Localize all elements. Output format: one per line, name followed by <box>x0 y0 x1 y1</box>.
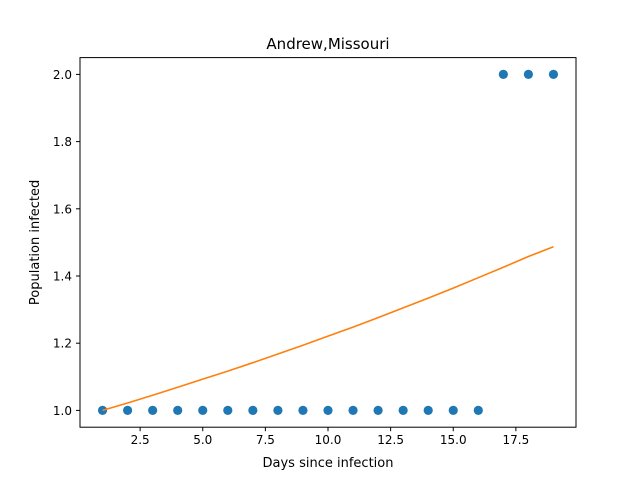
fit-line <box>102 246 554 412</box>
data-point <box>398 405 408 415</box>
data-point <box>298 405 308 415</box>
data-point <box>473 405 483 415</box>
y-tick-label: 1.6 <box>53 202 72 216</box>
x-tick-label: 17.5 <box>503 433 530 447</box>
x-tick-label: 10.0 <box>315 433 342 447</box>
x-axis-label: Days since infection <box>263 456 394 471</box>
y-tick-label: 1.4 <box>53 270 72 284</box>
x-axis: 2.5 5.0 7.5 10.0 12.5 15.0 17.5 <box>131 427 530 447</box>
data-point <box>122 405 133 415</box>
data-point <box>248 405 258 415</box>
plot-area <box>97 69 559 415</box>
data-point <box>423 405 433 415</box>
data-point <box>498 69 508 79</box>
chart-title: Andrew,Missouri <box>266 35 389 53</box>
x-tick-label: 15.0 <box>440 433 467 447</box>
y-tick-label: 2.0 <box>53 68 72 82</box>
x-tick-label: 5.0 <box>193 433 212 447</box>
x-tick-label: 12.5 <box>377 433 404 447</box>
data-point <box>373 405 383 415</box>
data-point <box>548 69 559 79</box>
data-point <box>148 405 158 415</box>
data-point <box>348 405 358 415</box>
y-axis-label: Population infected <box>28 180 43 305</box>
data-point <box>273 405 283 415</box>
data-point <box>323 405 333 415</box>
data-point <box>223 405 233 415</box>
data-point <box>198 405 208 415</box>
x-tick-label: 7.5 <box>256 433 275 447</box>
data-point <box>448 405 458 415</box>
data-point <box>173 405 183 415</box>
y-axis: 1.0 1.2 1.4 1.6 1.8 2.0 <box>53 68 80 418</box>
data-point <box>97 405 108 415</box>
y-tick-label: 1.0 <box>53 404 72 418</box>
y-tick-label: 1.8 <box>53 135 72 149</box>
y-tick-label: 1.2 <box>53 337 72 351</box>
x-tick-label: 2.5 <box>131 433 150 447</box>
data-point <box>523 69 534 79</box>
